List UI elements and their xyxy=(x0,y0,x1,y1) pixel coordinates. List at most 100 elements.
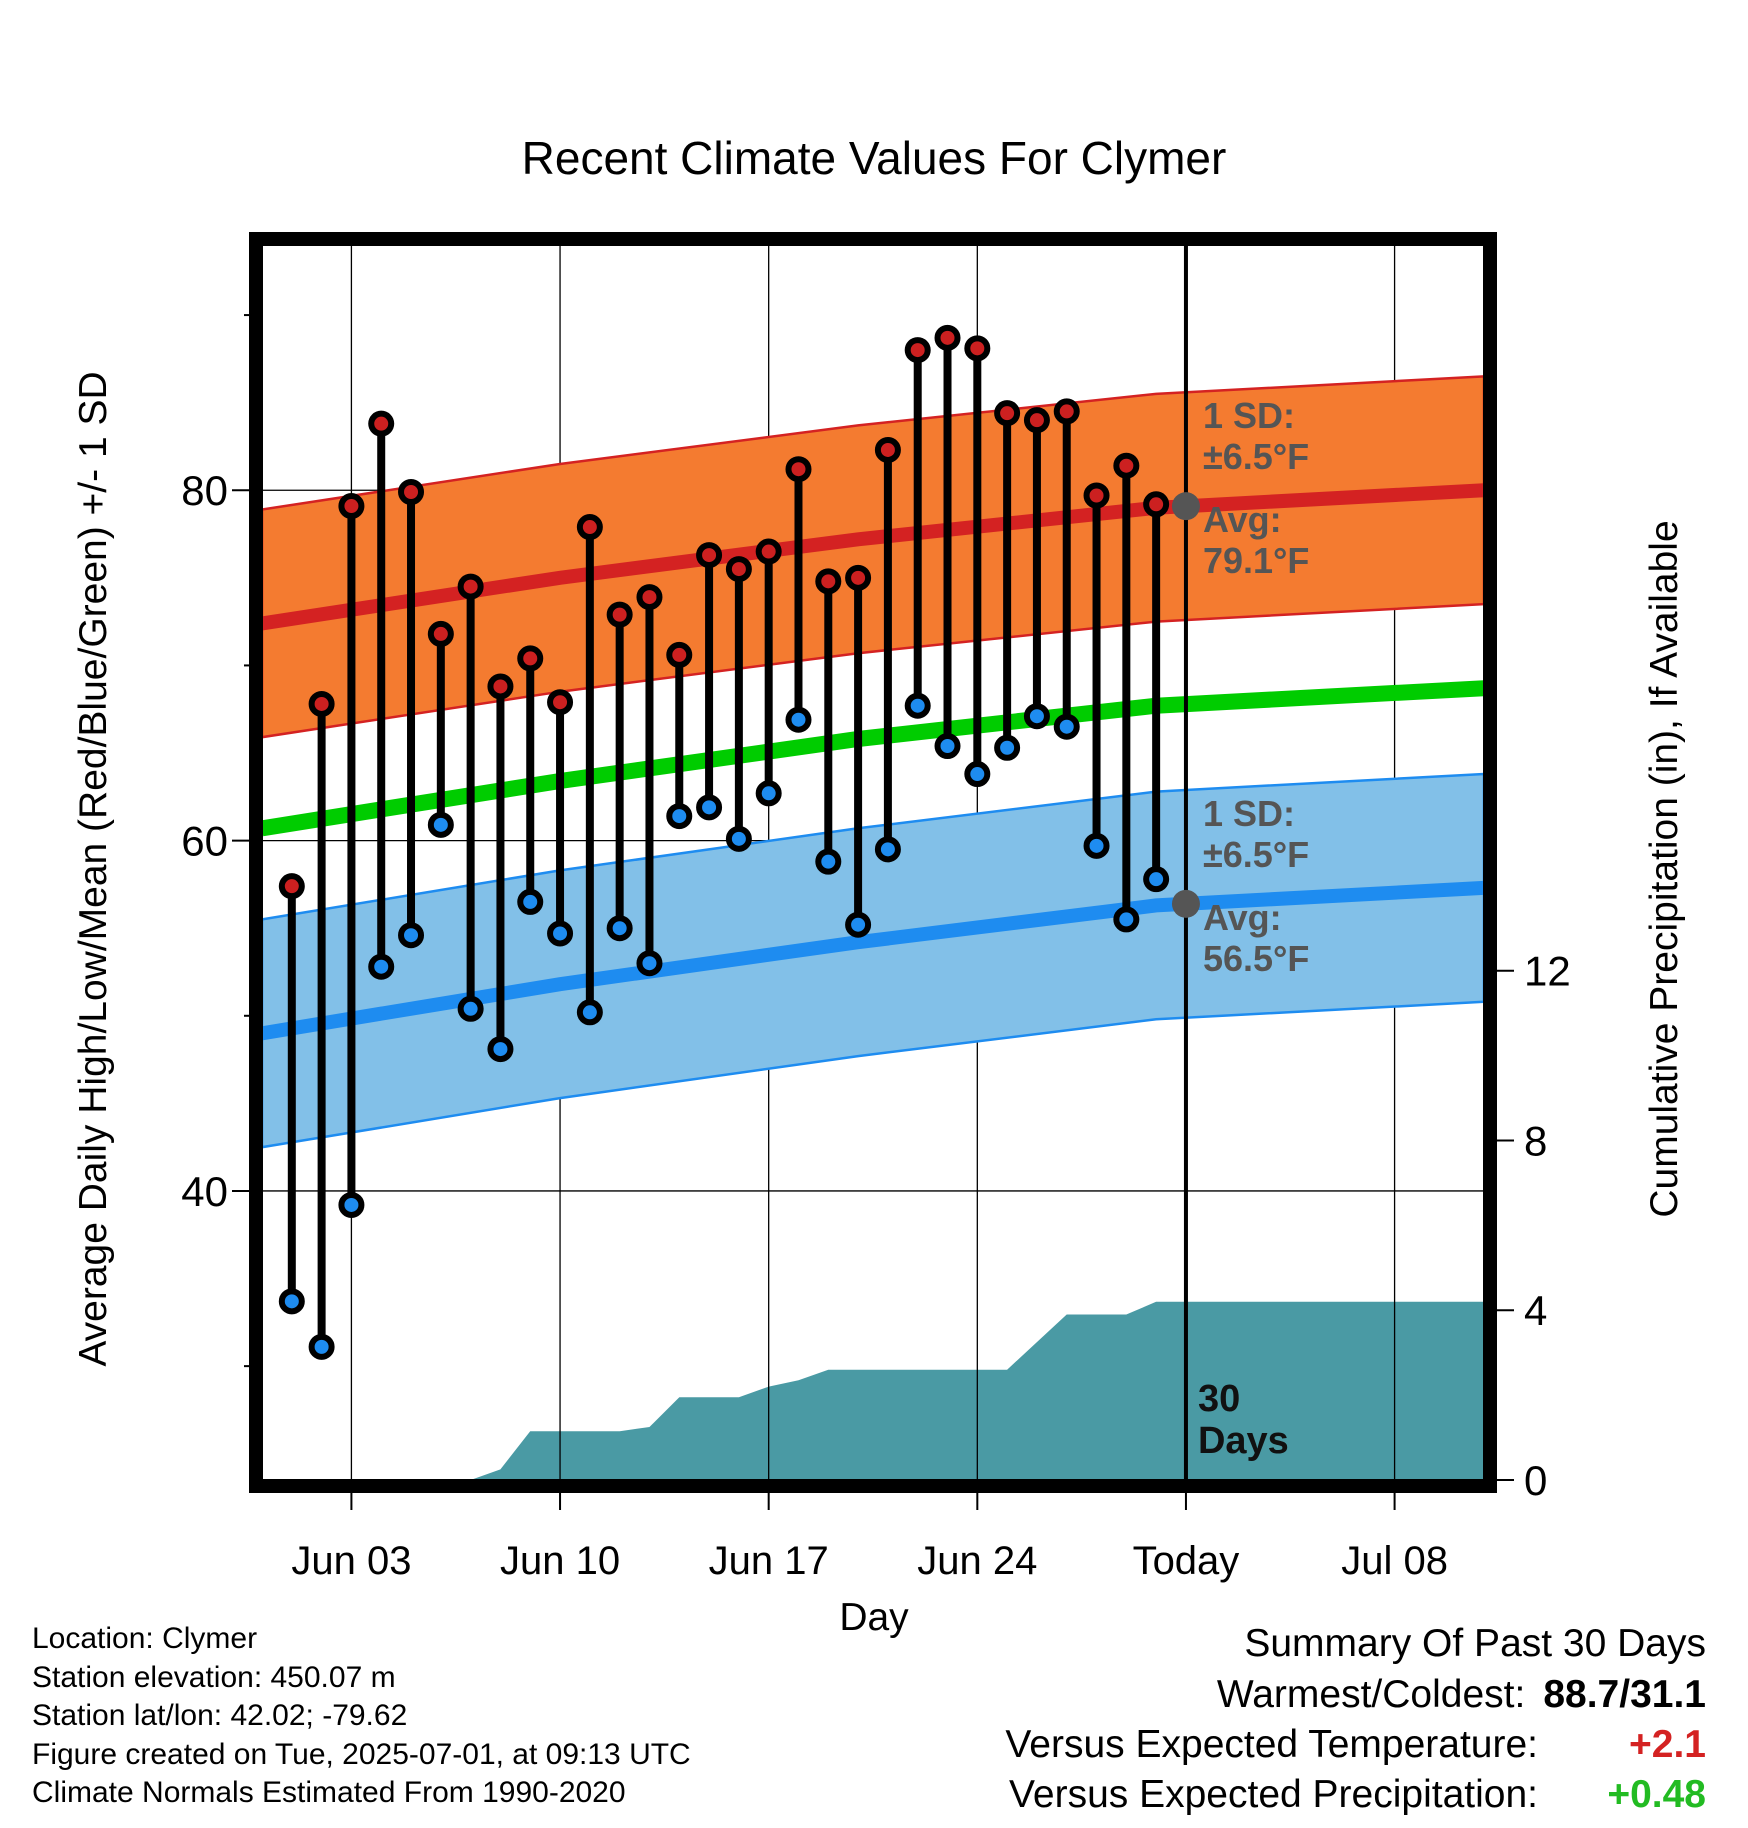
high-sd-label: 1 SD: xyxy=(1203,395,1295,436)
daily-high-point xyxy=(427,620,454,647)
daily-low-point xyxy=(517,888,544,915)
daily-low-point xyxy=(1083,832,1110,859)
daily-high-point xyxy=(845,564,872,591)
daily-low-point xyxy=(636,950,663,977)
daily-low-point xyxy=(278,1288,305,1315)
daily-low-point xyxy=(368,953,395,980)
daily-low-point xyxy=(606,915,633,942)
low-sd-label: 1 SD: xyxy=(1203,793,1295,834)
location-text: Location: Clymer xyxy=(32,1622,258,1655)
daily-low-point xyxy=(994,734,1021,761)
daily-high-point xyxy=(576,514,603,541)
y2-tick-label: 0 xyxy=(1524,1457,1547,1504)
x-tick-label: Jul 08 xyxy=(1341,1539,1448,1583)
daily-high-point xyxy=(874,436,901,463)
warmest-coldest-value: 88.7/31.1 xyxy=(1543,1673,1706,1716)
daily-high-point xyxy=(904,337,931,364)
low-avg-value: 56.5°F xyxy=(1203,938,1309,979)
high-sd-value: ±6.5°F xyxy=(1203,436,1309,477)
daily-high-point xyxy=(1023,407,1050,434)
daily-high-point xyxy=(606,601,633,628)
daily-high-point xyxy=(785,456,812,483)
plot-frame xyxy=(249,232,1497,1493)
warmest-coldest-row: Warmest/Coldest: 88.7/31.1 xyxy=(1005,1670,1706,1720)
daily-high-point xyxy=(755,538,782,565)
daily-low-point xyxy=(1023,703,1050,730)
y2-tick-label: 8 xyxy=(1524,1117,1547,1164)
y-tick-label: 40 xyxy=(181,1168,228,1215)
y2-axis-label: Cumulative Precipitation (in), If Availa… xyxy=(1643,520,1686,1217)
y-tick-label: 80 xyxy=(181,467,228,514)
daily-high-point xyxy=(368,410,395,437)
warmest-coldest-label: Warmest/Coldest: xyxy=(1216,1673,1526,1716)
x-tick-label: Jun 10 xyxy=(500,1539,620,1583)
high-sd-band xyxy=(262,375,1484,739)
summary-title: Summary Of Past 30 Days xyxy=(1244,1622,1706,1665)
today-high-normal-marker xyxy=(1171,492,1200,521)
daily-low-point xyxy=(308,1333,335,1360)
summary-panel: Summary Of Past 30 Days Warmest/Coldest:… xyxy=(1005,1618,1706,1820)
daily-low-point xyxy=(934,733,961,760)
daily-low-point xyxy=(725,825,752,852)
daily-low-point xyxy=(785,706,812,733)
precip-delta-row: Versus Expected Precipitation: +0.48 xyxy=(1005,1770,1706,1820)
daily-high-point xyxy=(547,689,574,716)
elevation-text: Station elevation: 450.07 m xyxy=(32,1660,396,1694)
daily-high-point xyxy=(1143,491,1170,518)
temp-delta-label: Versus Expected Temperature: xyxy=(1005,1723,1538,1766)
daily-high-point xyxy=(457,573,484,600)
daily-high-point xyxy=(487,673,514,700)
daily-low-point xyxy=(874,836,901,863)
cumulative-precip-area xyxy=(262,1301,1484,1480)
y-axis-label: Average Daily High/Low/Mean (Red/Blue/Gr… xyxy=(72,371,115,1366)
temp-delta-row: Versus Expected Temperature: +2.1 xyxy=(1005,1720,1706,1770)
high-avg-label: Avg: xyxy=(1203,499,1282,540)
daily-low-point xyxy=(666,803,693,830)
today-days-number: 30 xyxy=(1198,1378,1240,1420)
daily-low-point xyxy=(487,1036,514,1063)
daily-low-point xyxy=(755,780,782,807)
daily-high-point xyxy=(398,479,425,505)
low-sd-band xyxy=(262,772,1484,1149)
daily-high-point xyxy=(994,400,1021,427)
y2-tick-label: 4 xyxy=(1524,1287,1547,1334)
daily-low-point xyxy=(904,692,931,719)
daily-high-point xyxy=(1083,482,1110,509)
daily-high-point xyxy=(338,493,365,520)
daily-low-point xyxy=(815,848,842,875)
daily-low-point xyxy=(1143,866,1170,893)
x-tick-label: Today xyxy=(1133,1539,1240,1583)
daily-low-point xyxy=(964,761,991,788)
x-tick-label: Jun 24 xyxy=(917,1539,1037,1583)
daily-high-point xyxy=(1053,398,1080,425)
precip-delta-label: Versus Expected Precipitation: xyxy=(1009,1773,1538,1816)
x-tick-label: Jun 03 xyxy=(291,1539,411,1583)
precip-delta-value: +0.48 xyxy=(1607,1773,1706,1816)
chart-title: Recent Climate Values For Clymer xyxy=(522,132,1227,184)
daily-low-point xyxy=(398,922,425,949)
daily-low-point xyxy=(1053,713,1080,740)
daily-high-point xyxy=(278,873,305,900)
low-sd-value: ±6.5°F xyxy=(1203,834,1309,875)
daily-low-point xyxy=(845,911,872,938)
daily-high-point xyxy=(964,335,991,362)
normals-text: Climate Normals Estimated From 1990-2020 xyxy=(32,1776,626,1809)
daily-high-point xyxy=(636,584,663,611)
x-axis-label: Day xyxy=(839,1596,909,1639)
high-avg-value: 79.1°F xyxy=(1203,540,1309,581)
daily-high-point xyxy=(725,556,752,583)
low-avg-label: Avg: xyxy=(1203,897,1282,938)
daily-high-point xyxy=(517,645,544,672)
daily-high-point xyxy=(934,324,961,351)
y2-tick-label: 12 xyxy=(1524,948,1571,995)
daily-low-point xyxy=(457,995,484,1022)
x-tick-label: Jun 17 xyxy=(709,1539,829,1583)
daily-low-point xyxy=(1113,906,1140,933)
daily-low-point xyxy=(696,794,723,821)
today-days-word: Days xyxy=(1198,1420,1289,1462)
daily-low-point xyxy=(576,999,603,1026)
temp-delta-value: +2.1 xyxy=(1629,1723,1706,1766)
